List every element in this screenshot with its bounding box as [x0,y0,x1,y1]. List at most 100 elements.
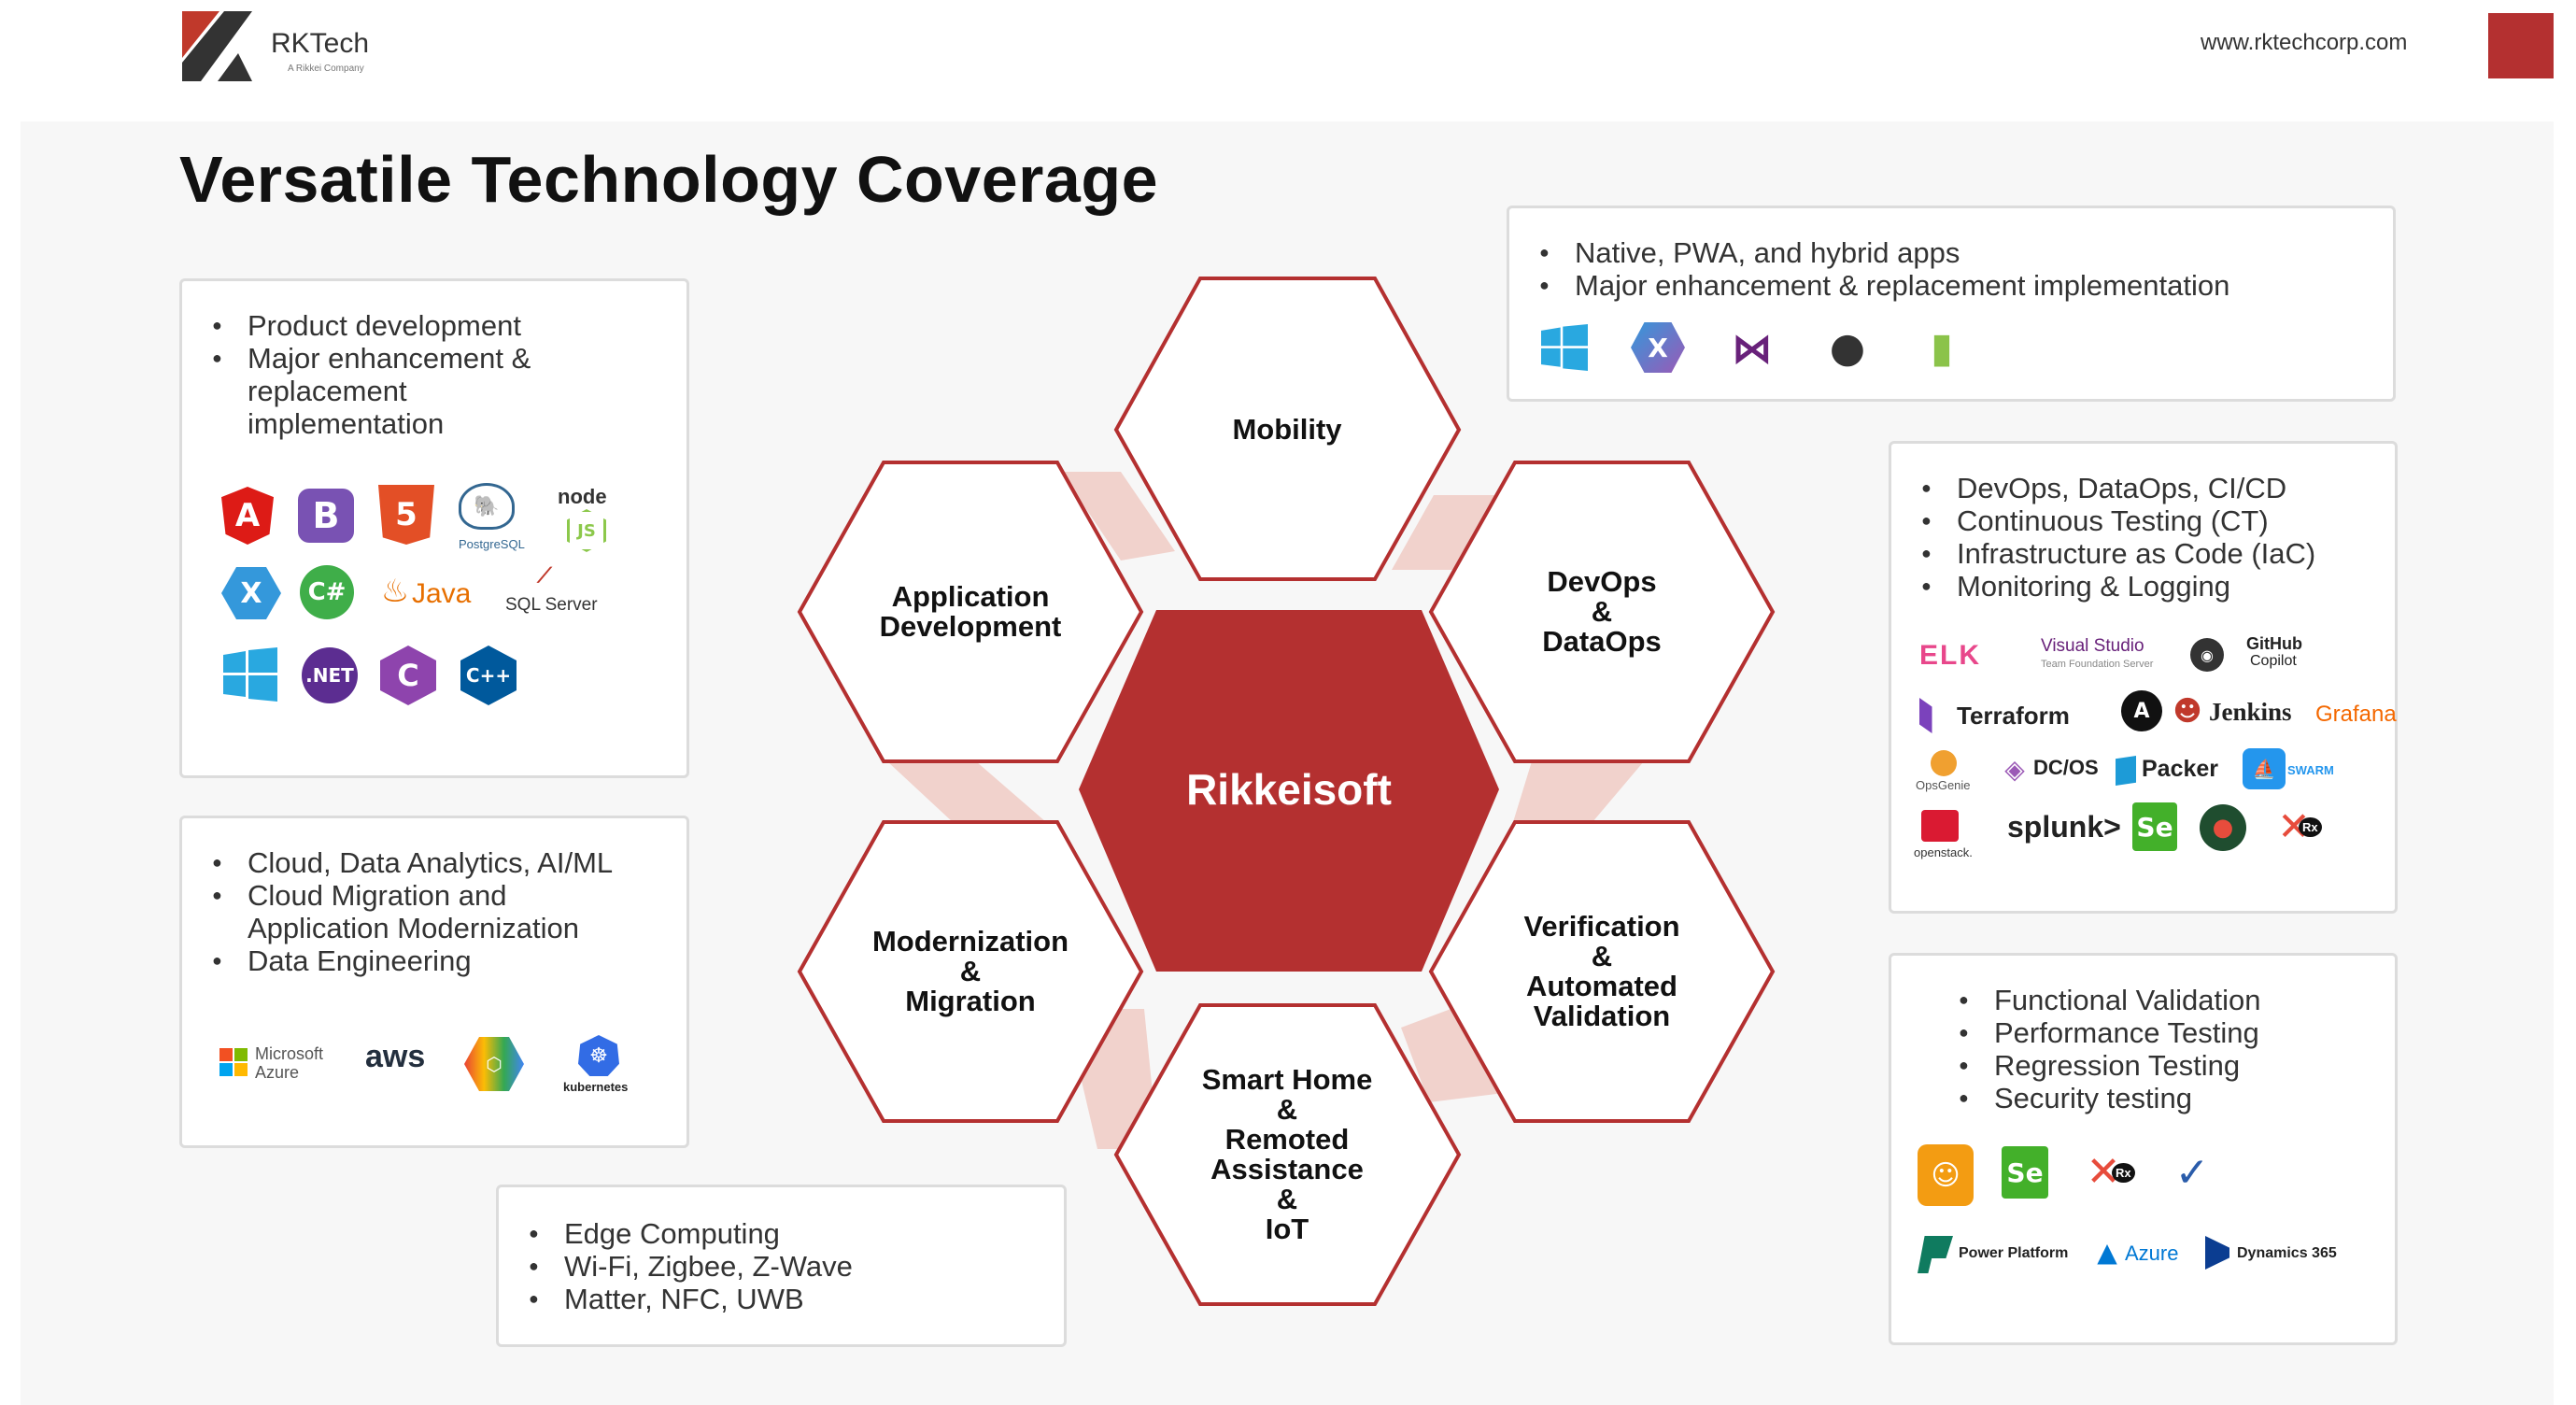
list-item: Wi-Fi, Zigbee, Z-Wave [529,1250,1064,1283]
github-copilot-icon: ◉ [2190,638,2224,672]
hex-label-application-development: Application Development [879,580,1062,643]
kubernetes-icon: ☸ [578,1035,619,1076]
devops-list: DevOps, DataOps, CI/CD Continuous Testin… [1891,472,2395,603]
csharp-icon: C# [300,565,354,619]
list-item: Cloud Migration and [212,879,686,912]
power-platform-icon [1918,1236,1953,1273]
c-language-icon: C [380,646,436,705]
list-item: Functional Validation [1959,984,2395,1016]
box-iot: Edge Computing Wi-Fi, Zigbee, Z-Wave Mat… [496,1185,1067,1347]
rktech-logo-icon [182,11,252,81]
terraform-icon [1919,698,1932,733]
visual-studio-icon: ⋈ [1732,324,1773,373]
splunk-logo: splunk> [2007,810,2121,844]
apple-icon: ● [1829,323,1866,372]
opsgenie-logo: OpsGenie [1916,778,1971,792]
java-label: Java [412,578,472,609]
jenkins-logo: Jenkins [2209,698,2292,726]
xamarin-icon: X [221,567,281,619]
list-item: Monitoring & Logging [1921,570,2395,603]
packer-logo: Packer [2142,756,2219,782]
center-label-rikkeisoft: Rikkeisoft [1186,765,1392,814]
hex-smart-home-iot [1113,1003,1462,1306]
azure-logo-line2: Azure [255,1063,300,1082]
hex-modernization-migration [797,820,1144,1123]
hex-center-rikkeisoft [1079,610,1499,972]
aws-logo: aws [365,1039,426,1074]
robot-framework-icon: ☺ [1918,1144,1974,1206]
docker-swarm-logo: SWARM [2287,763,2334,777]
list-item: Native, PWA, and hybrid apps [1539,236,2393,269]
connector-appdev-modern [887,761,1046,822]
dcos-icon: ◈ [2004,753,2025,785]
angular-icon: A [221,487,274,545]
azure-logo: Azure [2125,1242,2179,1265]
selenium-icon: Se [2002,1146,2048,1199]
brand-accent-square [2488,13,2554,78]
test-validation-check-icon: ✓ [2174,1148,2210,1197]
list-item: Product development [212,309,686,342]
azure-icon: ▲ [2097,1236,2117,1268]
selenium-icon: Se [2132,802,2177,851]
hex-verification-validation [1428,820,1776,1123]
hex-devops-dataops [1428,461,1776,763]
cpp-icon: C++ [460,646,517,705]
list-item: Major enhancement & [212,342,686,375]
android-icon: ▮ [1930,323,1954,372]
hex-mobility [1113,277,1462,581]
hex-label-devops-dataops: DevOps & DataOps [1542,565,1662,658]
list-item: Edge Computing [529,1217,1064,1250]
elk-logo: ELK [1919,640,1981,671]
connector-appdev-mobility [1061,472,1175,561]
docker-swarm-icon: ⛵ [2243,748,2286,789]
visual-studio-tfs-logo: Visual Studio [2041,636,2144,656]
cucumber-icon: ● [2200,804,2246,851]
box-testing: Functional Validation Performance Testin… [1889,953,2398,1345]
box-application-development: Product development Major enhancement & … [179,278,689,778]
rx-label: Rx [2112,1163,2135,1183]
brand-sub: A Rikkei Company [288,64,364,74]
hex-label-modernization-migration: Modernization & Migration [871,925,1069,1017]
list-item: DevOps, DataOps, CI/CD [1921,472,2395,504]
dynamics365-icon [2205,1236,2229,1270]
google-cloud-icon: ⬡ [464,1037,524,1091]
list-item: Security testing [1959,1082,2395,1114]
app-dev-list: Product development Major enhancement & … [182,309,686,440]
html5-icon: 5 [378,485,434,545]
hex-label-smart-home-iot: Smart Home & Remoted Assistance & IoT [1201,1063,1373,1245]
iot-list: Edge Computing Wi-Fi, Zigbee, Z-Wave Mat… [499,1217,1064,1315]
header: RKTech A Rikkei Company www.rktechcorp.c… [0,0,2576,121]
rx-label: Rx [2299,817,2322,837]
grafana-logo: Grafana [2315,702,2397,727]
kubernetes-logo: kubernetes [563,1080,629,1094]
dcos-logo: DC/OS [2033,756,2099,779]
packer-icon [2116,756,2136,786]
list-item: Cloud, Data Analytics, AI/ML [212,846,686,879]
java-icon: ♨ [380,573,410,610]
connector-mobility-devops [1392,495,1499,570]
list-item-continued: replacement [248,375,407,407]
website-url[interactable]: www.rktechcorp.com [2201,30,2408,55]
postgresql-label: PostgreSQL [459,537,525,551]
cloud-list: Cloud, Data Analytics, AI/ML Cloud Migra… [182,846,686,977]
testing-list: Functional Validation Performance Testin… [1891,984,2395,1114]
hex-label-verification-validation: Verification & Automated Validation [1523,910,1680,1032]
page-title: Versatile Technology Coverage [179,143,1159,216]
azure-logo-line1: Microsoft [255,1044,324,1063]
terraform-logo: Terraform [1957,702,2070,730]
windows-icon [1541,324,1588,371]
list-item: Regression Testing [1959,1049,2395,1082]
opsgenie-icon [1931,750,1957,776]
windows-icon [223,647,277,702]
list-item-continued: Application Modernization [248,912,579,944]
ansible-icon: A [2121,690,2162,731]
sqlserver-label: SQL Server [505,595,598,615]
list-item: Performance Testing [1959,1016,2395,1049]
connector-devops-verif [1513,761,1644,822]
openstack-icon [1921,810,1959,842]
dotnet-icon: .NET [302,647,358,703]
postgresql-icon: 🐘 [459,483,515,530]
mobility-list: Native, PWA, and hybrid apps Major enhan… [1509,236,2393,302]
hex-label-mobility: Mobility [1232,413,1342,446]
